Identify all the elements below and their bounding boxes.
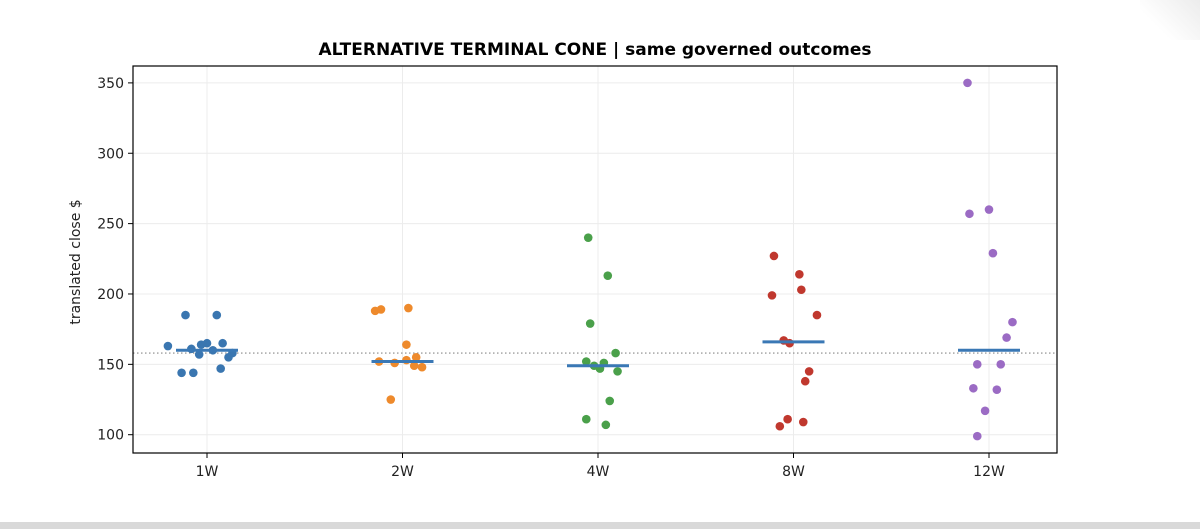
data-point-8W (795, 269, 804, 279)
data-point-8W (800, 376, 810, 386)
data-point-8W (797, 285, 806, 295)
x-tick-label: 2W (391, 464, 414, 480)
data-point-12W (984, 205, 994, 214)
data-point-1W (224, 353, 233, 362)
data-point-12W (988, 248, 998, 258)
data-point-2W (376, 305, 386, 314)
data-point-8W (798, 417, 808, 427)
x-tick-label: 4W (587, 464, 610, 480)
y-tick-label: 100 (97, 428, 124, 444)
data-point-12W (972, 431, 982, 441)
data-point-2W (417, 362, 427, 372)
data-point-8W (783, 414, 792, 424)
data-point-2W (386, 395, 396, 404)
grid-lines (133, 66, 1057, 453)
data-point-1W (216, 364, 225, 373)
y-tick-label: 300 (97, 146, 124, 162)
data-point-12W (965, 209, 974, 219)
data-point-12W (963, 78, 972, 88)
y-tick-label: 150 (97, 357, 124, 373)
y-tick-label: 200 (97, 287, 124, 303)
data-point-1W (181, 310, 190, 320)
data-point-4W (605, 396, 615, 406)
data-point-4W (583, 233, 593, 242)
data-point-1W (177, 368, 186, 378)
data-point-12W (980, 406, 990, 416)
data-point-1W (189, 368, 198, 378)
data-point-8W (804, 367, 814, 376)
data-point-8W (775, 421, 785, 431)
x-tick-label: 8W (782, 464, 805, 480)
data-point-8W (767, 291, 777, 300)
data-point-4W (581, 357, 591, 366)
data-point-1W (218, 338, 227, 348)
data-point-12W (992, 385, 1002, 394)
y-axis-label: translated close $ (68, 199, 84, 324)
data-point-8W (769, 251, 779, 261)
data-point-12W (972, 360, 982, 369)
y-tick-label: 250 (97, 217, 124, 233)
data-point-1W (212, 310, 222, 320)
chart-title: ALTERNATIVE TERMINAL CONE | same governe… (319, 40, 872, 60)
data-point-4W (613, 367, 622, 376)
axis-ticks: 100 150 200 250 300 350 1W 2W 4W 8W 12W (97, 76, 1005, 480)
y-tick-label: 350 (97, 76, 124, 92)
data-point-1W (163, 341, 173, 351)
data-point-1W (202, 338, 212, 348)
data-point-12W (1002, 333, 1011, 342)
data-point-2W (402, 340, 411, 349)
data-point-4W (603, 271, 613, 280)
data-point-12W (1008, 317, 1017, 327)
bottom-border (0, 522, 1200, 529)
data-point-4W (611, 348, 620, 358)
data-point-8W (812, 310, 822, 320)
data-point-2W (411, 353, 421, 362)
data-point-12W (996, 360, 1006, 369)
plot-frame (132, 65, 1058, 454)
data-point-2W (404, 303, 413, 313)
data-point-4W (585, 319, 595, 328)
data-point-1W (194, 350, 204, 359)
data-point-12W (969, 383, 978, 393)
corner-shade (1140, 0, 1200, 40)
data-point-2W (409, 361, 419, 371)
x-tick-label: 12W (973, 464, 1005, 480)
x-tick-label: 1W (196, 464, 219, 480)
data-point-4W (601, 420, 611, 430)
median-bars (176, 340, 1020, 368)
data-point-4W (581, 414, 591, 424)
